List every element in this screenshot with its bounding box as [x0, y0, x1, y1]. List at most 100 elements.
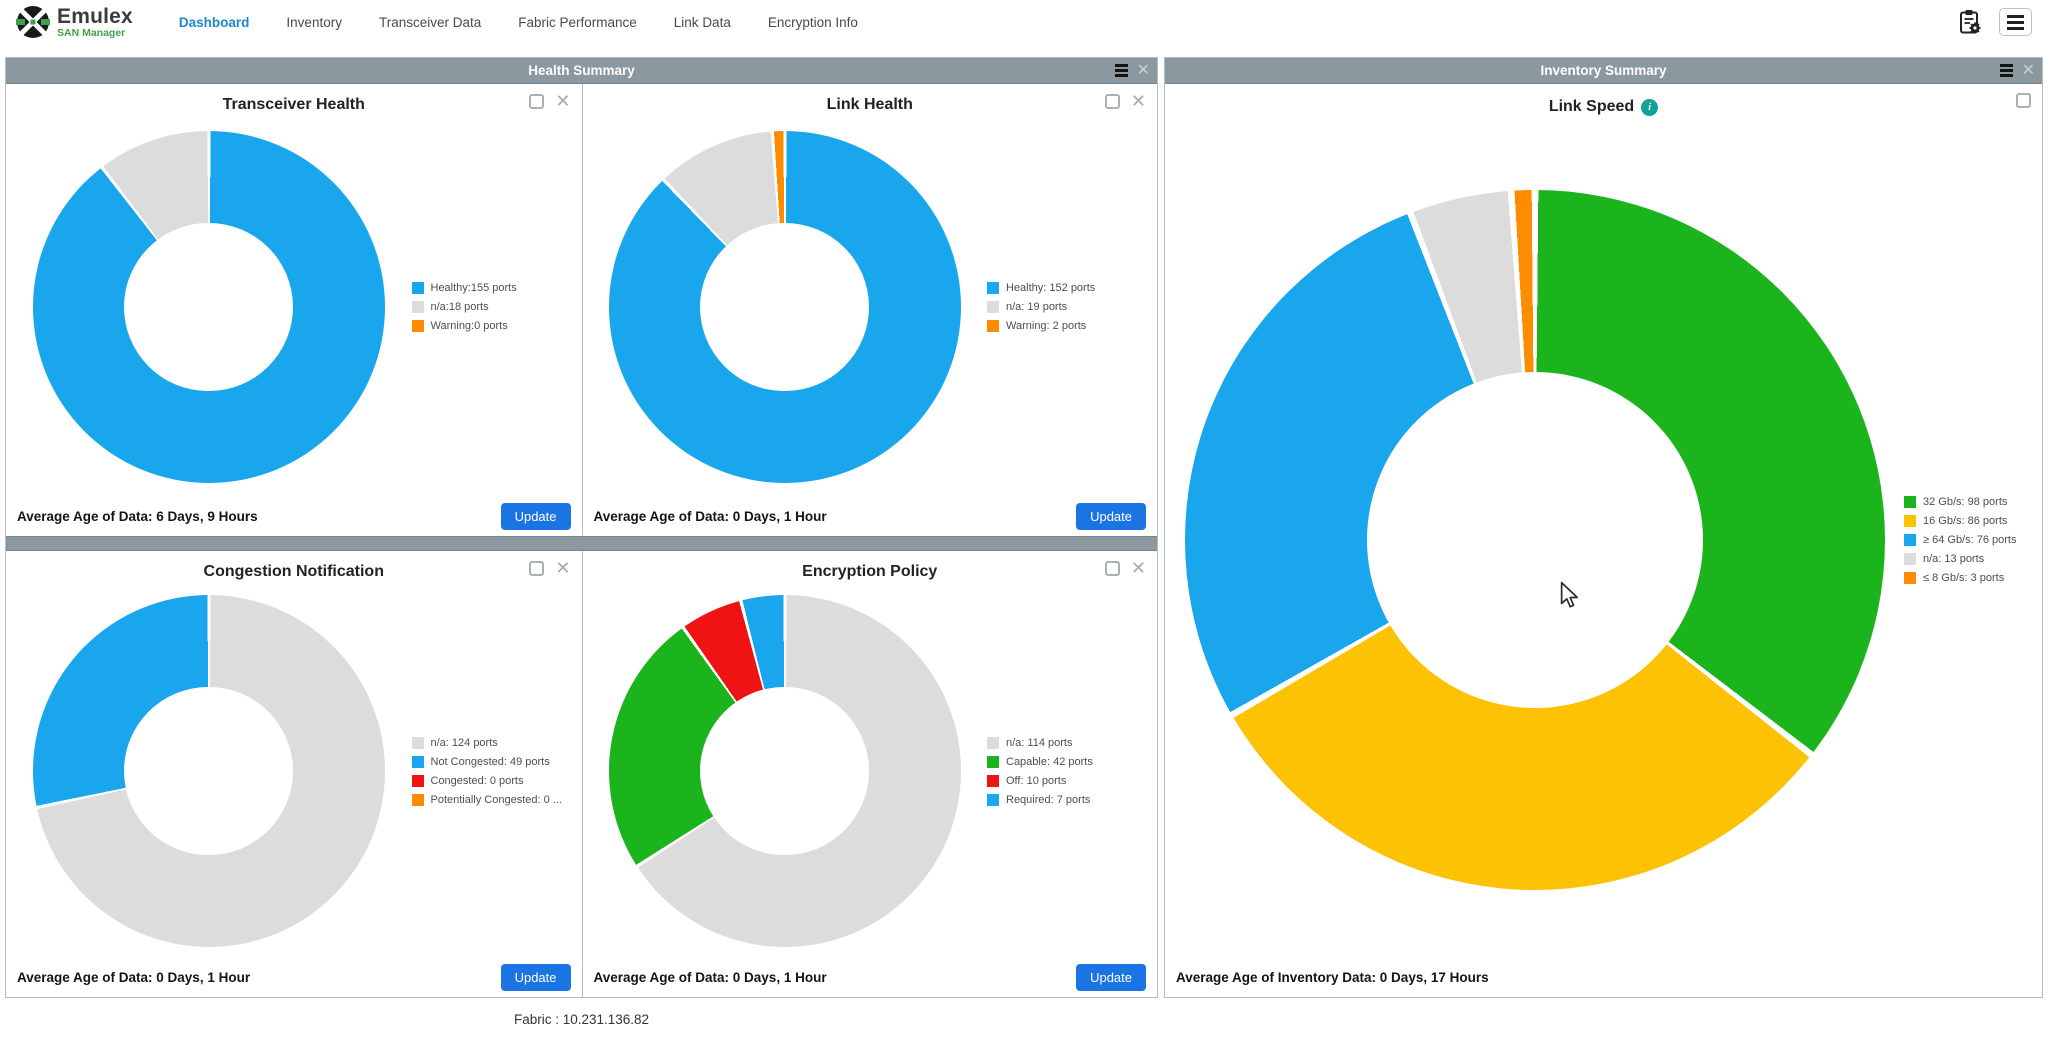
legend-item[interactable]: Potentially Congested: 0 ... [411, 793, 578, 806]
legend-item[interactable]: Healthy: 152 ports [987, 282, 1153, 294]
chart-title: Transceiver Health [222, 96, 365, 113]
panel-title: Inventory Summary [1540, 63, 1667, 78]
legend-item[interactable]: n/a: 19 ports [987, 301, 1153, 313]
legend-label: 32 Gb/s: 98 ports [1923, 495, 2008, 508]
legend-label: Warning: 2 ports [1006, 320, 1087, 332]
legend: n/a: 114 ports Capable: 42 ports Off: 10… [987, 736, 1157, 806]
select-checkbox[interactable] [1104, 560, 1120, 576]
legend-label: Not Congested: 49 ports [430, 755, 550, 768]
legend-item[interactable]: 32 Gb/s: 98 ports [1904, 495, 2038, 508]
hamburger-menu-icon[interactable] [1999, 8, 2032, 36]
legend-label: ≥ 64 Gb/s: 76 ports [1923, 533, 2017, 546]
encryption-policy-donut[interactable] [608, 595, 961, 947]
legend-item[interactable]: n/a: 114 ports [987, 736, 1153, 749]
chart-title: Congestion Notification [203, 563, 384, 580]
nav-item-encryption-info[interactable]: Encryption Info [767, 14, 858, 30]
legend-swatch [411, 320, 424, 332]
legend-swatch [411, 282, 424, 294]
legend-item[interactable]: ≥ 64 Gb/s: 76 ports [1904, 533, 2038, 546]
nav-item-fabric-performance[interactable]: Fabric Performance [518, 14, 637, 30]
legend-item[interactable]: Warning: 2 ports [987, 320, 1153, 332]
update-button[interactable]: Update [1076, 963, 1146, 991]
row-separator [6, 536, 1157, 551]
nav-item-inventory[interactable]: Inventory [286, 14, 342, 30]
legend-swatch [1904, 533, 1916, 546]
legend-label: Congested: 0 ports [430, 774, 524, 787]
legend-swatch [411, 736, 424, 749]
panel-close-icon[interactable]: ✕ [2021, 61, 2035, 79]
close-icon[interactable]: ✕ [1130, 558, 1146, 578]
legend-swatch [987, 774, 999, 787]
average-age-text: Average Age of Data: 0 Days, 1 Hour [17, 969, 251, 985]
brand-logo: Emulex SAN Manager [16, 5, 133, 39]
emulex-emblem-icon [16, 6, 50, 38]
report-icon[interactable] [1956, 8, 1983, 36]
update-button[interactable]: Update [500, 963, 571, 991]
update-button[interactable]: Update [1076, 502, 1146, 530]
legend-item[interactable]: n/a: 124 ports [411, 736, 578, 749]
legend-label: Healthy:155 ports [430, 282, 517, 294]
average-age-text: Average Age of Inventory Data: 0 Days, 1… [1176, 969, 1489, 985]
link-speed-card: Link Speed i 32 Gb/s: 98 ports [1165, 84, 2042, 997]
nav-item-link-data[interactable]: Link Data [673, 14, 731, 30]
legend-swatch [987, 282, 999, 294]
legend-swatch [987, 755, 999, 768]
panel-close-icon[interactable]: ✕ [1136, 61, 1150, 79]
select-checkbox[interactable] [529, 93, 545, 109]
legend: Healthy:155 ports n/a:18 ports Warning:0… [411, 282, 582, 332]
donut-hole [1366, 371, 1703, 708]
close-icon[interactable]: ✕ [555, 91, 571, 111]
legend-swatch [987, 301, 999, 313]
nav-item-dashboard[interactable]: Dashboard [178, 14, 250, 30]
legend-label: n/a: 13 ports [1923, 552, 1985, 565]
inventory-summary-panel: Inventory Summary ✕ Link Speed i [1164, 57, 2043, 998]
donut-hole [124, 686, 294, 856]
legend-label: n/a:18 ports [430, 301, 489, 313]
legend-swatch [1904, 571, 1916, 584]
panel-menu-icon[interactable] [1999, 64, 2013, 77]
legend-item[interactable]: Required: 7 ports [987, 793, 1153, 806]
nav-item-transceiver-data[interactable]: Transceiver Data [378, 14, 482, 30]
legend-item[interactable]: Not Congested: 49 ports [411, 755, 578, 768]
select-checkbox[interactable] [2016, 93, 2031, 108]
health-summary-panel: Health Summary ✕ Transceiver Health ✕ [5, 57, 1158, 998]
fabric-label: Fabric : 10.231.136.82 [513, 1012, 650, 1027]
legend-swatch [1904, 514, 1916, 527]
legend-label: Required: 7 ports [1006, 793, 1091, 806]
legend-item[interactable]: Congested: 0 ports [411, 774, 578, 787]
legend-swatch [987, 320, 999, 332]
legend-label: Healthy: 152 ports [1006, 282, 1096, 294]
transceiver-health-donut[interactable] [32, 131, 385, 483]
brand-name: Emulex [57, 4, 133, 28]
congestion-notification-card: Congestion Notification ✕ n/a: 124 ports [6, 551, 582, 997]
close-icon[interactable]: ✕ [555, 558, 571, 578]
congestion-notification-donut[interactable] [32, 595, 385, 947]
average-age-text: Average Age of Data: 6 Days, 9 Hours [17, 508, 258, 524]
legend-item[interactable]: 16 Gb/s: 86 ports [1904, 514, 2038, 527]
legend-swatch [1904, 552, 1916, 565]
update-button[interactable]: Update [500, 502, 571, 530]
legend-item[interactable]: Capable: 42 ports [987, 755, 1153, 768]
average-age-text: Average Age of Data: 0 Days, 1 Hour [593, 969, 827, 985]
close-icon[interactable]: ✕ [1130, 91, 1146, 111]
legend-item[interactable]: n/a: 13 ports [1904, 552, 2038, 565]
legend-item[interactable]: Healthy:155 ports [411, 282, 578, 294]
legend-item[interactable]: Off: 10 ports [987, 774, 1153, 787]
encryption-policy-card: Encryption Policy ✕ n/a: 114 ports [581, 551, 1157, 997]
legend: 32 Gb/s: 98 ports 16 Gb/s: 86 ports ≥ 64… [1904, 495, 2042, 584]
legend-item[interactable]: Warning:0 ports [411, 320, 578, 332]
legend: n/a: 124 ports Not Congested: 49 ports C… [411, 736, 582, 806]
health-summary-header: Health Summary ✕ [6, 58, 1157, 84]
panel-menu-icon[interactable] [1114, 64, 1128, 77]
link-health-donut[interactable] [608, 131, 961, 483]
legend-label: Potentially Congested: 0 ... [430, 793, 562, 806]
legend-item[interactable]: ≤ 8 Gb/s: 3 ports [1904, 571, 2038, 584]
link-health-card: Link Health ✕ Healthy: 152 ports [581, 84, 1157, 536]
info-icon[interactable]: i [1641, 98, 1659, 116]
legend-item[interactable]: n/a:18 ports [411, 301, 578, 313]
link-speed-donut[interactable] [1184, 189, 1885, 890]
select-checkbox[interactable] [529, 560, 545, 576]
legend-label: 16 Gb/s: 86 ports [1923, 514, 2008, 527]
donut-hole [700, 222, 870, 392]
select-checkbox[interactable] [1104, 93, 1120, 109]
